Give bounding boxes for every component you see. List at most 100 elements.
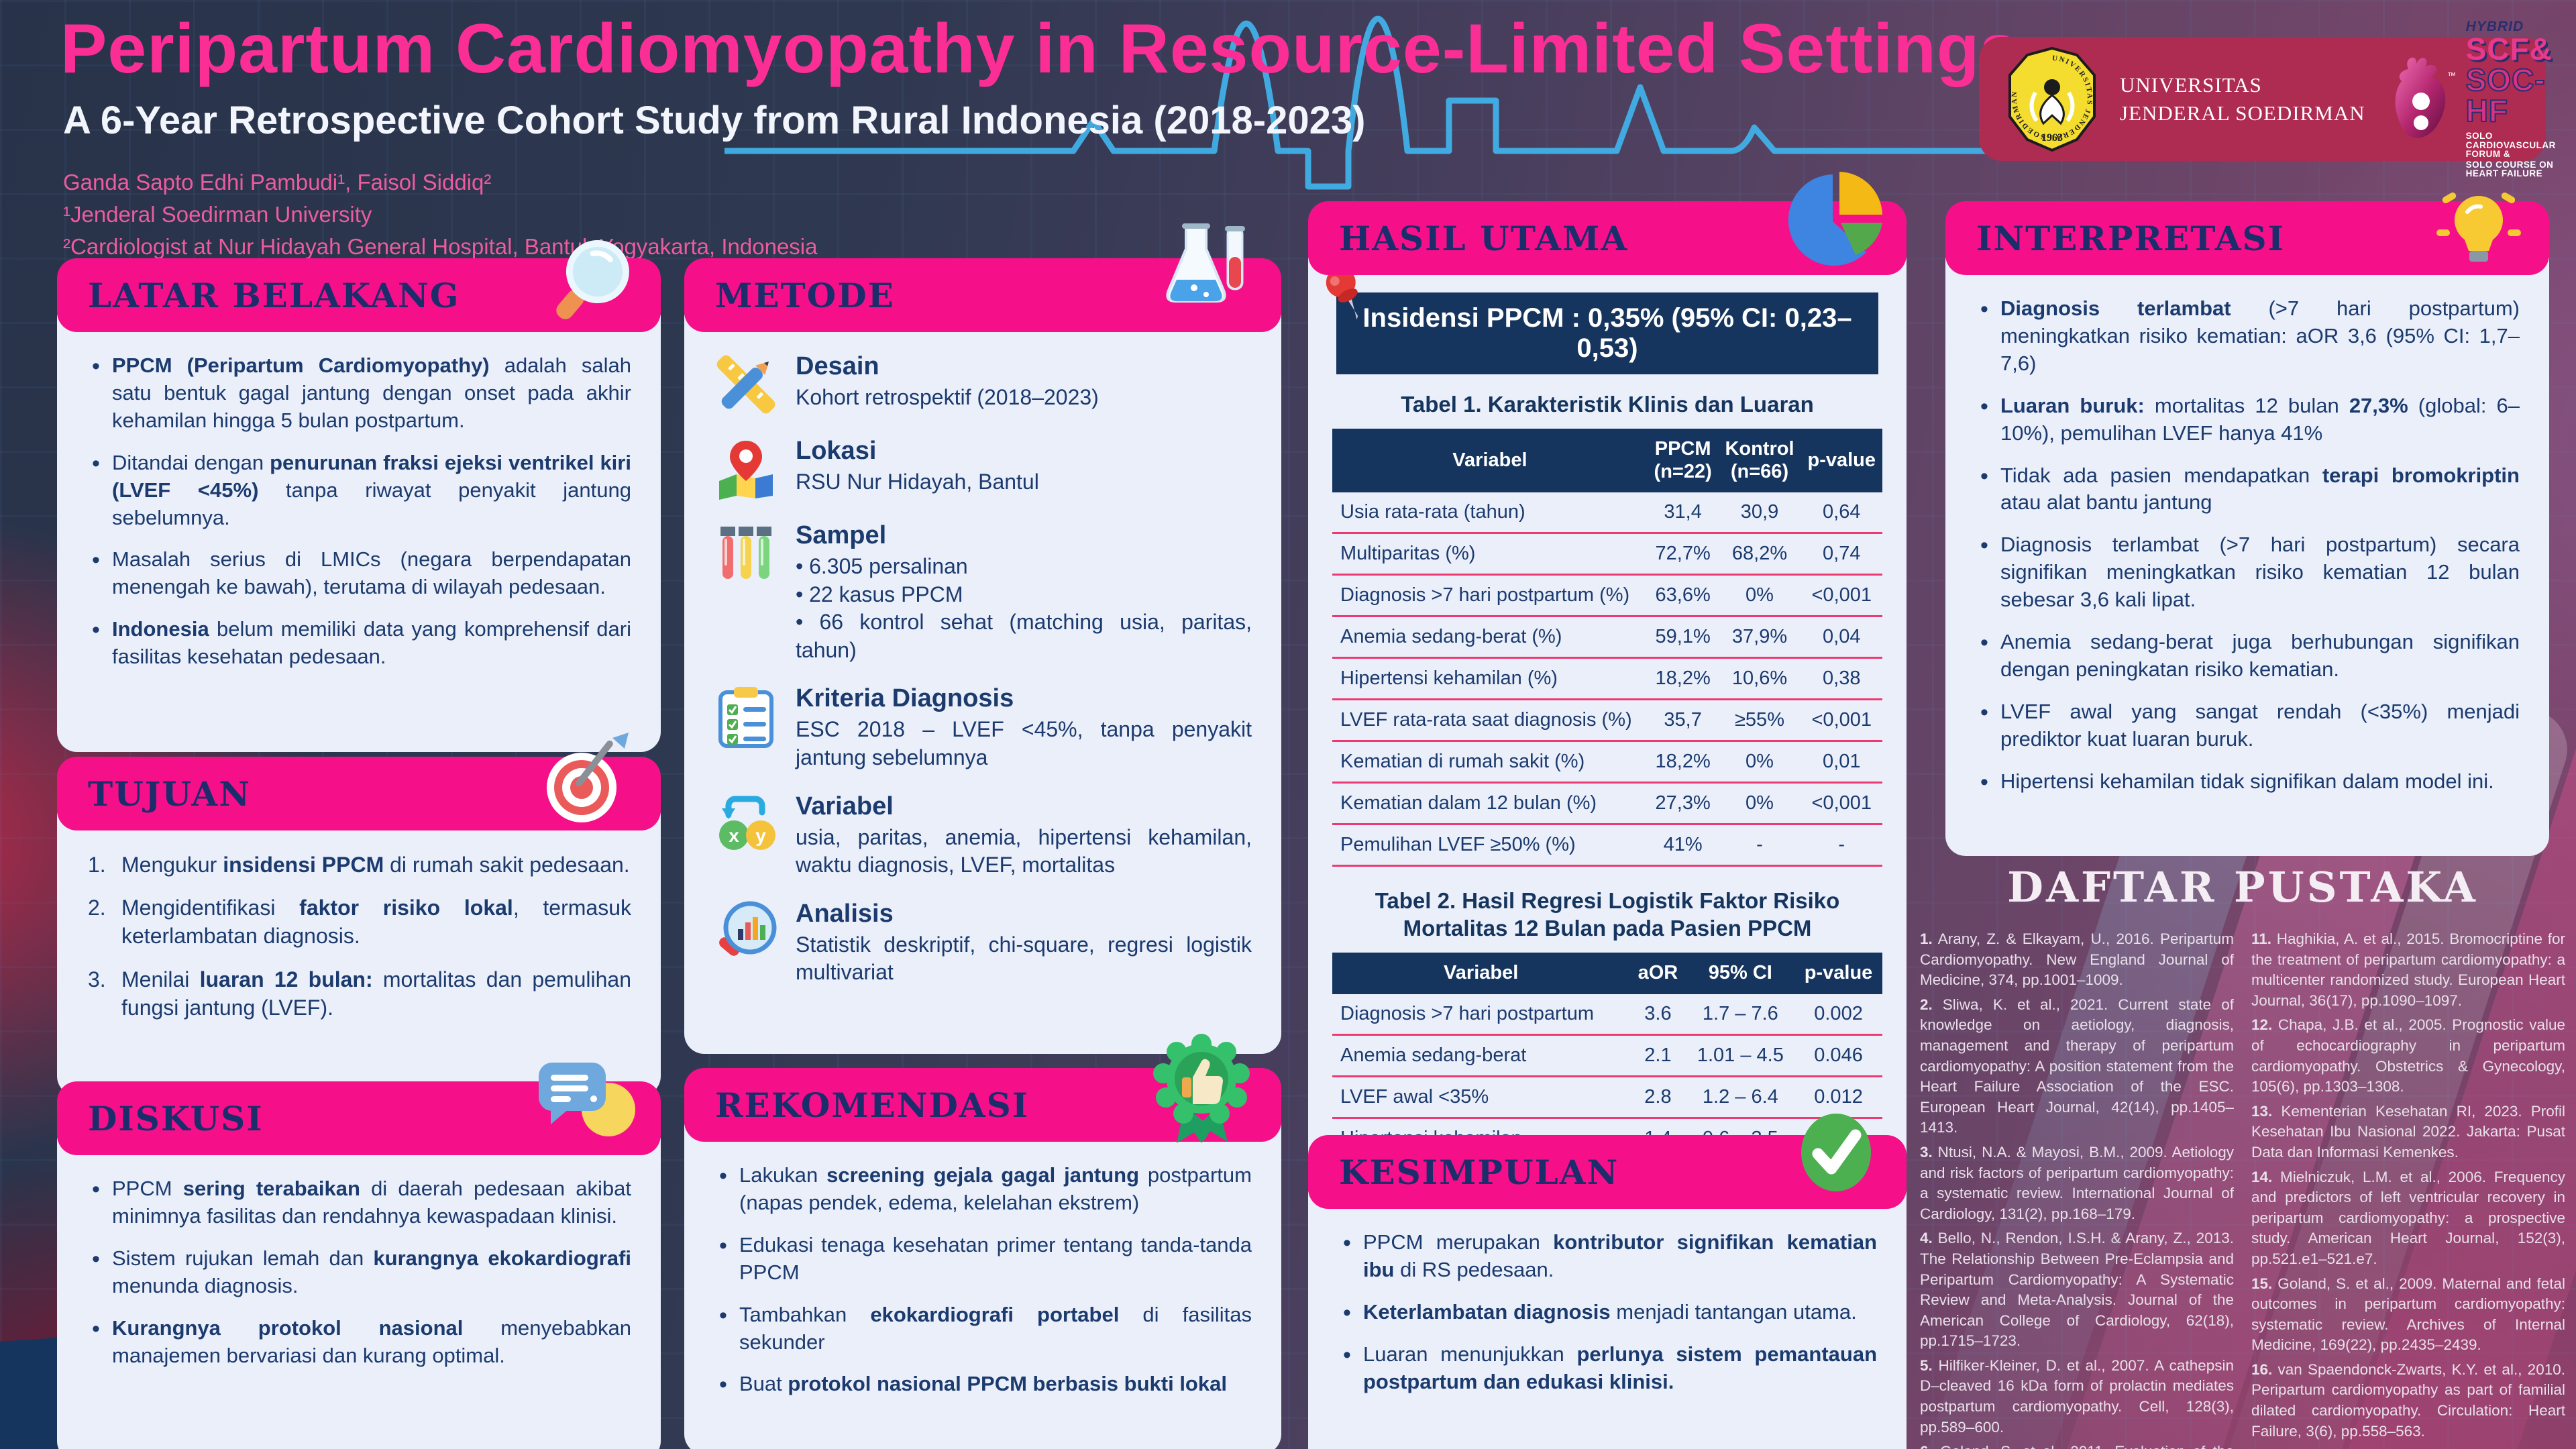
metode-item-text: usia, paritas, anemia, hipertensi kehami… [796, 824, 1252, 877]
table-row: Multiparitas (%) 72,7% 68,2% 0,74 [1332, 533, 1882, 576]
diskusi-title: DISKUSI [88, 1098, 264, 1138]
references-column-1: 1. Arany, Z. & Elkayam, U., 2016. Peripa… [1920, 929, 2234, 1449]
reference-item: 6. Goland, S. et al., 2011. Evaluation o… [1920, 1442, 2234, 1449]
table-cell: <0,001 [1801, 699, 1882, 742]
table-row: Diagnosis >7 hari postpartum (%) 63,6% 0… [1332, 574, 1882, 617]
table-cell: Multiparitas (%) [1332, 533, 1648, 576]
table1-header-row: Variabel PPCM (n=22) Kontrol (n=66) p-value [1332, 429, 1882, 492]
bullet-item: Ditandai dengan penurunan fraksi ejeksi … [87, 449, 631, 532]
table2-caption: Tabel 2. Hasil Regresi Logistik Faktor R… [1375, 888, 1840, 941]
bullet-item: Tambahkan ekokardiografi portabel di fas… [714, 1301, 1252, 1356]
diskusi-list: PPCM sering terabaikan di daerah pedesaa… [87, 1175, 631, 1369]
pie-chart-icon [1786, 169, 1886, 270]
svg-text:1963: 1963 [2041, 132, 2063, 144]
references-list-1: 1. Arany, Z. & Elkayam, U., 2016. Peripa… [1920, 929, 2234, 1449]
table-cell: 0.002 [1794, 994, 1882, 1036]
bullet-item: Hipertensi kehamilan tidak signifikan da… [1975, 767, 2520, 798]
reference-item: 4. Bello, N., Rendon, I.S.H. & Arany, Z.… [1920, 1230, 2234, 1350]
table-cell: Kematian di rumah sakit (%) [1332, 741, 1648, 784]
daftar-pustaka-title: DAFTAR PUSTAKA [2007, 863, 2478, 912]
kesimpulan-header: KESIMPULAN [1308, 1114, 1907, 1209]
metode-title: METODE [715, 275, 895, 315]
table-cell: 10,6% [1718, 657, 1801, 700]
table1-caption: Tabel 1. Karakteristik Klinis dan Luaran [1401, 392, 1814, 417]
lightbulb-icon [2428, 177, 2529, 278]
table-cell: 0% [1718, 741, 1801, 784]
table1-header-cell: PPCM (n=22) [1647, 429, 1719, 492]
table-cell: - [1801, 824, 1882, 867]
table-cell: Usia rata-rata (tahun) [1332, 492, 1648, 534]
table-cell: 0% [1718, 782, 1801, 825]
bullet-item: Buat protokol nasional PPCM berbasis buk… [714, 1370, 1252, 1400]
metode-item-label: Variabel [796, 792, 894, 820]
metode-item-label: Kriteria Diagnosis [796, 684, 1014, 713]
heart-logo-icon: ™ [2383, 49, 2457, 150]
table1-header-cell: Kontrol (n=66) [1718, 429, 1801, 492]
university-line2: JENDERAL SOEDIRMAN [2120, 101, 2365, 125]
authors-block: Ganda Sapto Edhi Pambudi¹, Faisol Siddiq… [63, 166, 817, 263]
latar-belakang-header: LATAR BELAKANG [57, 239, 661, 332]
metode-item-desain: Desain Kohort retrospektif (2018–2023) [714, 352, 1252, 417]
table2-header-cell: 95% CI [1686, 953, 1795, 994]
section-latar-belakang: LATAR BELAKANG PPCM (Peripartum Cardiomy… [57, 239, 661, 752]
metode-item-text: RSU Nur Hidayah, Bantul [796, 470, 1039, 494]
table-cell: 63,6% [1647, 574, 1719, 617]
event-sub1: SOLO CARDIOVASCULAR FORUM & [2465, 131, 2556, 160]
reference-item: 17. Lutalo, P. et al., 2020. Prognostic … [2251, 1446, 2565, 1449]
bullet-item: Sistem rujukan lemah dan kurangnya ekoka… [87, 1244, 631, 1300]
pushpin-icon [1313, 258, 1374, 325]
numbered-item: Menilai luaran 12 bulan: mortalitas dan … [88, 965, 632, 1020]
table-cell: 37,9% [1718, 616, 1801, 659]
table-cell: Hipertensi kehamilan (%) [1332, 657, 1648, 700]
section-rekomendasi: REKOMENDASI Lakukan screening gejala gag… [684, 1034, 1281, 1449]
table-cell: ≥55% [1718, 699, 1801, 742]
bullet-item: Luaran menunjukkan perlunya sistem peman… [1338, 1340, 1877, 1396]
table-cell: LVEF awal <35% [1332, 1076, 1630, 1119]
section-metode: METODE [684, 223, 1281, 1054]
section-hasil-utama: HASIL UTAMA Insidensi PPCM [1308, 172, 1907, 1181]
pencil-ruler-icon [714, 352, 778, 417]
metode-item-label: Lokasi [796, 437, 877, 465]
table1-header-cell: Variabel [1332, 429, 1648, 492]
table-cell: Pemulihan LVEF ≥50% (%) [1332, 824, 1648, 867]
table-cell: 18,2% [1647, 741, 1719, 784]
chat-bubbles-icon [527, 1053, 641, 1154]
table-cell: Kematian dalam 12 bulan (%) [1332, 782, 1648, 825]
latar-belakang-body: PPCM (Peripartum Cardiomyopathy) adalah … [57, 315, 661, 752]
reference-item: 12. Chapa, J.B. et al., 2005. Prognostic… [2251, 1016, 2565, 1095]
interpretasi-list: Diagnosis terlambat (>7 hari postpartum)… [1975, 294, 2520, 798]
university-emblem-icon: UNIVERSITAS JENDERAL SOEDIRMAN 1963 [2002, 46, 2102, 153]
table-cell: 0.046 [1794, 1034, 1882, 1077]
affiliation-1: ¹Jenderal Soedirman University [63, 201, 372, 227]
interpretasi-title: INTERPRETASI [1976, 218, 2285, 258]
svg-text:x: x [729, 825, 739, 846]
tujuan-header: TUJUAN [57, 733, 661, 830]
table2-header-cell: p-value [1794, 953, 1882, 994]
bullet-item: Indonesia belum memiliki data yang kompr… [87, 615, 631, 671]
numbered-item: Mengidentifikasi faktor risiko lokal, te… [88, 894, 632, 949]
reference-item: 5. Hilfiker-Kleiner, D. et al., 2007. A … [1920, 1356, 2234, 1436]
section-daftar-pustaka: DAFTAR PUSTAKA 1. Arany, Z. & Elkayam, U… [1920, 863, 2565, 1449]
svg-text:™: ™ [2447, 70, 2456, 80]
table-row: Kematian di rumah sakit (%) 18,2% 0% 0,0… [1332, 741, 1882, 784]
metode-item-analisis: Analisis Statistik deskriptif, chi-squar… [714, 900, 1252, 987]
table-cell: 2.8 [1629, 1076, 1686, 1119]
clipboard-check-icon [714, 684, 778, 749]
table-cell: 0% [1718, 574, 1801, 617]
table-cell: - [1718, 824, 1801, 867]
bullet-item: Lakukan screening gejala gagal jantung p… [714, 1161, 1252, 1217]
table-cell: Anemia sedang-berat [1332, 1034, 1630, 1077]
kesimpulan-body: PPCM merupakan kontributor signifikan ke… [1308, 1191, 1907, 1449]
diskusi-header: DISKUSI [57, 1063, 661, 1155]
table2-header-row: Variabel aOR 95% CI p-value [1332, 953, 1882, 994]
table2-header-cell: Variabel [1332, 953, 1630, 994]
event-hybrid: HYBRID [2465, 19, 2524, 35]
bullet-item: Tidak ada pasien mendapatkan terapi brom… [1975, 462, 2520, 517]
bullet-item: Edukasi tenaga kesehatan primer tentang … [714, 1231, 1252, 1287]
test-tubes-icon [714, 521, 778, 586]
target-icon [533, 729, 641, 836]
table-cell: 0,04 [1801, 616, 1882, 659]
metode-item-sampel: Sampel • 6.305 persalinan • 22 kasus PPC… [714, 521, 1252, 664]
event-text: HYBRID SCF& SOC-HF SOLO CARDIOVASCULAR F… [2465, 19, 2556, 178]
table-cell: 68,2% [1718, 533, 1801, 576]
